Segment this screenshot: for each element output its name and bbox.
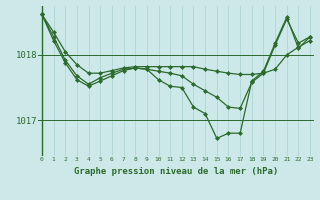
X-axis label: Graphe pression niveau de la mer (hPa): Graphe pression niveau de la mer (hPa) — [74, 167, 278, 176]
